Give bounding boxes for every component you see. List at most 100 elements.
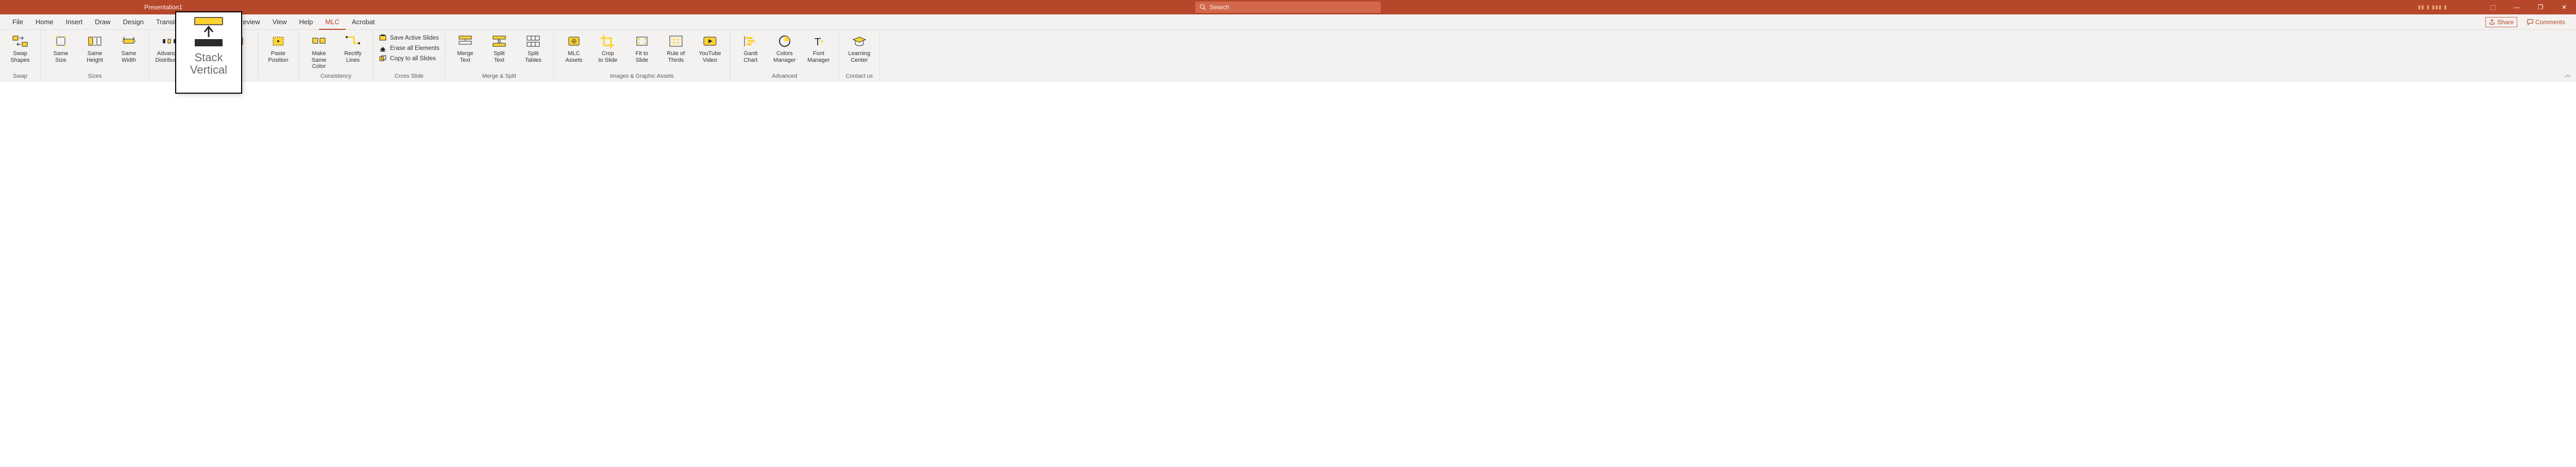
group-consistency: MakeSame Color RectifyLines Consistency — [299, 30, 374, 81]
save-active-slides-label: Save Active Slides — [390, 35, 439, 41]
ribbon: SwapShapes Swap SameSize SameHeight SameWidt… — [0, 30, 2576, 81]
tab-home[interactable]: Home — [29, 14, 60, 30]
same-height-button[interactable]: SameHeight — [80, 32, 110, 63]
swap-icon — [12, 34, 28, 48]
comments-icon — [2527, 19, 2533, 25]
split-tables-label: SplitTables — [525, 50, 541, 63]
split-text-icon — [491, 34, 507, 48]
split-tables-button[interactable]: SplitTables — [518, 32, 548, 63]
merge-text-button[interactable]: MergeText — [450, 32, 480, 63]
colors-manager-label: ColorsManager — [773, 50, 795, 63]
colors-manager-button[interactable]: ColorsManager — [770, 32, 800, 63]
gantt-chart-label: GanttChart — [743, 50, 757, 63]
stack-vertical-icon — [191, 16, 227, 47]
font-manager-button[interactable]: TTFontManager — [804, 32, 834, 63]
paste-position-label: PastePosition — [268, 50, 288, 63]
group-label: Cross Slide — [379, 72, 439, 81]
same-width-icon — [121, 34, 137, 48]
save-slides-icon — [379, 34, 387, 42]
group-label: Merge & Split — [450, 72, 548, 81]
save-active-slides-button[interactable]: Save Active Slides — [379, 34, 439, 42]
window-restore-button[interactable]: ❐ — [2529, 0, 2552, 14]
youtube-video-label: YouTubeVideo — [699, 50, 721, 63]
tab-insert[interactable]: Insert — [60, 14, 89, 30]
comments-button[interactable]: Comments — [2523, 17, 2569, 27]
gantt-chart-button[interactable]: GanttChart — [736, 32, 766, 63]
erase-all-elements-button[interactable]: Erase all Elements — [379, 44, 439, 53]
gantt-icon — [742, 34, 759, 48]
rectify-icon — [345, 34, 361, 48]
rectify-lines-label: RectifyLines — [344, 50, 362, 63]
same-size-button[interactable]: SameSize — [46, 32, 76, 63]
share-button[interactable]: Share — [2485, 17, 2517, 27]
assets-icon — [566, 34, 582, 48]
tab-file[interactable]: File — [6, 14, 29, 30]
search-input[interactable] — [1210, 4, 1377, 11]
copy-to-all-slides-label: Copy to all Slides — [390, 56, 436, 62]
group-label: Advanced — [736, 72, 834, 81]
tab-help[interactable]: Help — [293, 14, 319, 30]
same-color-icon — [311, 34, 327, 48]
same-size-icon — [53, 34, 69, 48]
collapse-ribbon-button[interactable]: ︿ — [2565, 70, 2571, 79]
thirds-icon — [668, 34, 684, 48]
window-close-button[interactable]: ✕ — [2552, 0, 2576, 14]
copy-to-all-slides-button[interactable]: Copy to all Slides — [379, 55, 439, 63]
group-cross-slide: Save Active Slides Erase all Elements Copy… — [374, 30, 445, 81]
learning-center-button[interactable]: LearningCenter — [844, 32, 874, 63]
erase-icon — [379, 44, 387, 53]
tooltip-label-1: Stack — [190, 51, 227, 64]
fit-to-slide-label: Fit toSlide — [636, 50, 648, 63]
group-unnamed: PastePosition — [258, 30, 299, 81]
split-text-label: SplitText — [494, 50, 504, 63]
group-sizes: SameSize SameHeight SameWidth Sizes — [41, 30, 149, 81]
group-label: Consistency — [304, 72, 368, 81]
make-same-color-label: MakeSame Color — [304, 50, 334, 70]
tab-design[interactable]: Design — [117, 14, 150, 30]
tooltip-label-2: Vertical — [190, 64, 227, 76]
youtube-icon — [702, 34, 718, 48]
same-height-label: SameHeight — [87, 50, 103, 63]
svg-text:T: T — [820, 39, 824, 47]
search-box[interactable] — [1195, 2, 1381, 13]
search-icon — [1199, 4, 1207, 11]
make-same-color-button[interactable]: MakeSame Color — [304, 32, 334, 70]
paste-position-button[interactable]: PastePosition — [263, 32, 293, 63]
title-decoration: ▮▮ ▮ ▮▮▮ ▮ — [2418, 5, 2447, 10]
font-manager-label: FontManager — [807, 50, 829, 63]
crop-to-slide-button[interactable]: Cropto Slide — [593, 32, 623, 63]
stack-vertical-tooltip: Stack Vertical — [175, 11, 242, 94]
fit-icon — [634, 34, 650, 48]
group-contact-us: LearningCenter Contact us — [839, 30, 880, 81]
split-text-button[interactable]: SplitText — [484, 32, 514, 63]
youtube-video-button[interactable]: YouTubeVideo — [695, 32, 725, 63]
same-size-label: SameSize — [54, 50, 69, 63]
tab-mlc[interactable]: MLC — [319, 14, 345, 30]
title-bar: Presentation1 ▮▮ ▮ ▮▮▮ ▮ ⬚ — ❐ ✕ — [0, 0, 2576, 14]
group-label: Swap — [5, 72, 35, 81]
same-height-icon — [87, 34, 103, 48]
swap-shapes-button[interactable]: SwapShapes — [5, 32, 35, 63]
group-label: Sizes — [46, 72, 144, 81]
same-width-label: SameWidth — [122, 50, 137, 63]
tab-draw[interactable]: Draw — [89, 14, 116, 30]
window-user-icon[interactable]: ⬚ — [2481, 0, 2505, 14]
window-minimize-button[interactable]: — — [2505, 0, 2529, 14]
learning-center-label: LearningCenter — [848, 50, 870, 63]
rectify-lines-button[interactable]: RectifyLines — [338, 32, 368, 63]
learning-icon — [851, 34, 868, 48]
rule-of-thirds-label: Rule ofThirds — [667, 50, 685, 63]
split-tables-icon — [525, 34, 541, 48]
tab-acrobat[interactable]: Acrobat — [346, 14, 381, 30]
same-width-button[interactable]: SameWidth — [114, 32, 144, 63]
share-icon — [2489, 19, 2495, 25]
swap-shapes-label: SwapShapes — [10, 50, 29, 63]
tab-view[interactable]: View — [266, 14, 293, 30]
mlc-assets-button[interactable]: MLCAssets — [559, 32, 589, 63]
merge-text-label: MergeText — [457, 50, 473, 63]
group-merge-split: MergeText SplitText SplitTables Merge & Spl… — [445, 30, 554, 81]
group-label: Contact us — [844, 72, 874, 81]
fit-to-slide-button[interactable]: Fit toSlide — [627, 32, 657, 63]
rule-of-thirds-button[interactable]: Rule ofThirds — [661, 32, 691, 63]
erase-all-elements-label: Erase all Elements — [390, 45, 439, 51]
